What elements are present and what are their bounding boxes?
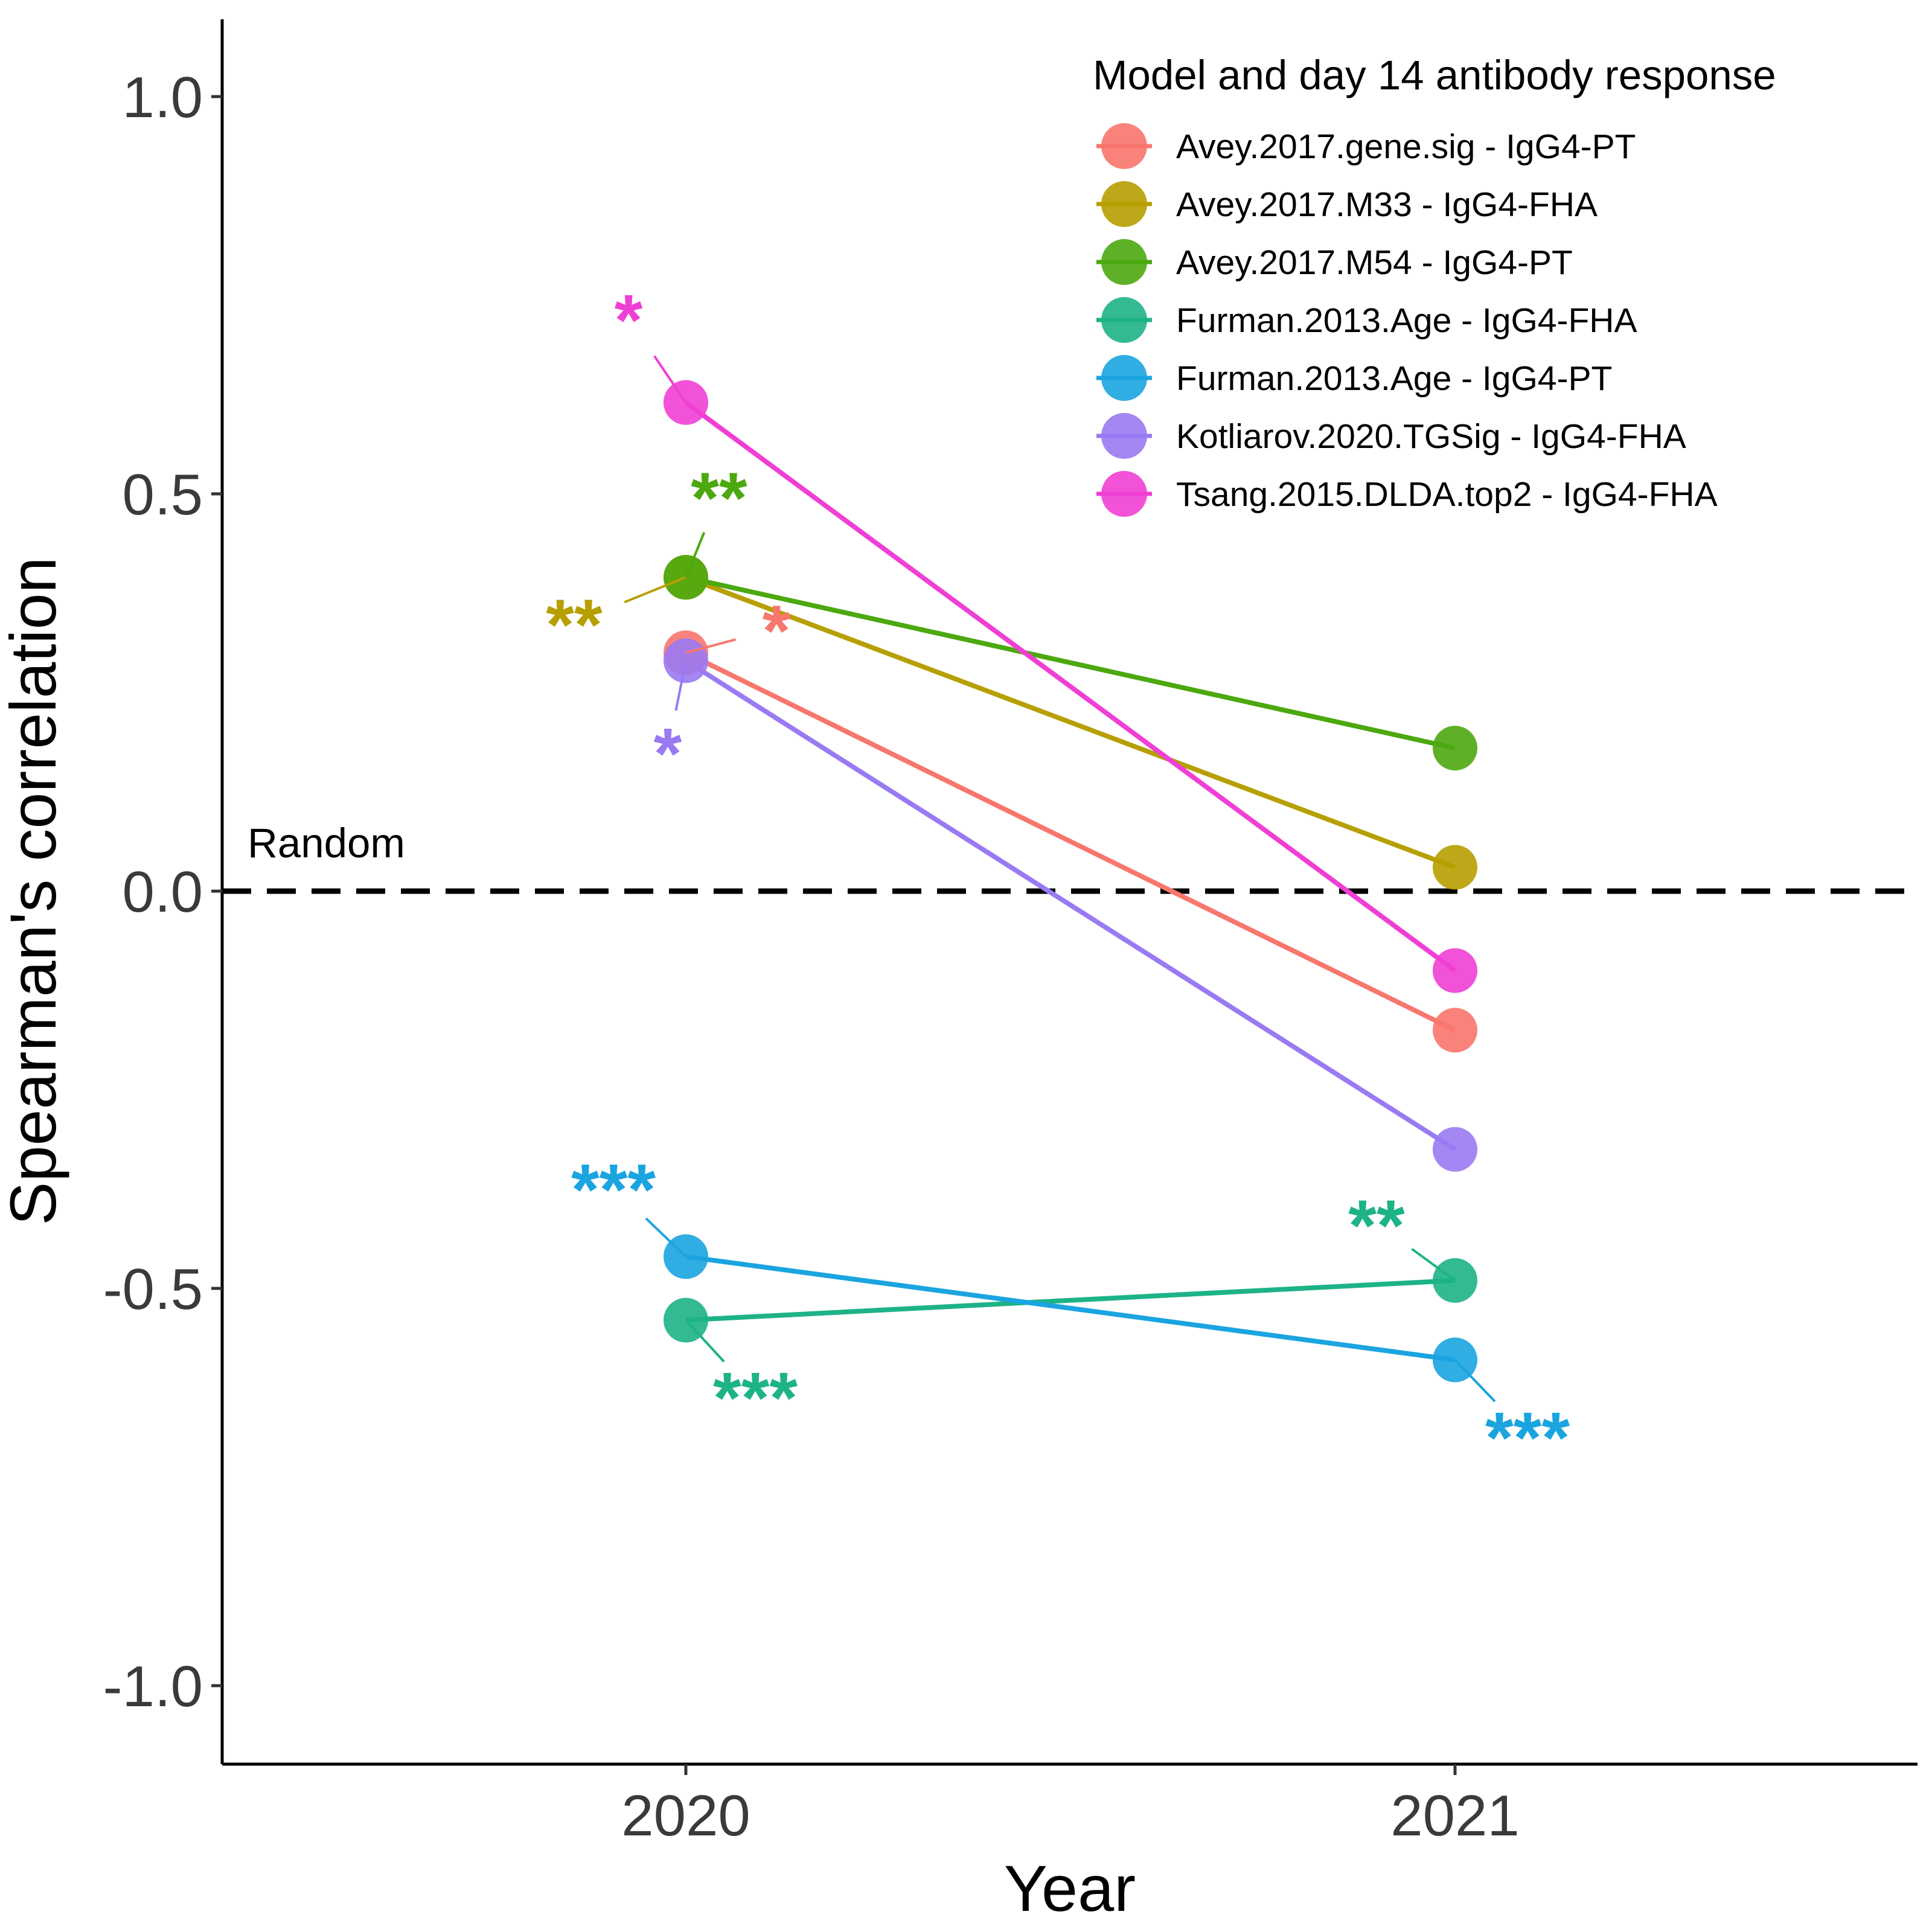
data-point: [1433, 845, 1477, 890]
x-tick-label: 2021: [1390, 1783, 1520, 1848]
annotation-connector: [685, 638, 737, 654]
y-tick-label: 0.0: [123, 860, 203, 924]
legend-label: Kotliarov.2020.TGSig - IgG4-FHA: [1176, 417, 1686, 456]
annotation-connector: [1411, 1247, 1456, 1282]
series-line: [684, 400, 1457, 973]
significance-label: **: [546, 584, 603, 665]
significance-label: **: [691, 458, 747, 539]
y-tick-label: -0.5: [103, 1257, 203, 1322]
series-line: [685, 650, 1456, 1032]
y-axis-title: Spearman's correlation: [0, 557, 69, 1225]
series-line: [685, 575, 1456, 870]
annotation-connector: [674, 660, 687, 711]
legend-label: Avey.2017.M54 - IgG4-PT: [1176, 243, 1573, 282]
series-line: [685, 1278, 1456, 1323]
legend-label: Tsang.2015.DLDA.top2 - IgG4-FHA: [1176, 475, 1718, 514]
series-line: [685, 575, 1456, 751]
x-ticks: 2020 2021: [621, 1764, 1520, 1848]
random-label: Random: [248, 820, 405, 866]
legend-label: Avey.2017.gene.sig - IgG4-PT: [1176, 127, 1636, 166]
legend: Model and day 14 antibody response Avey.…: [1093, 52, 1776, 517]
annotation-connector: [653, 355, 687, 403]
significance-label: **: [1348, 1185, 1405, 1266]
legend-items: Avey.2017.gene.sig - IgG4-PT Avey.2017.M3…: [1096, 123, 1718, 517]
legend-label: Furman.2013.Age - IgG4-FHA: [1176, 301, 1637, 340]
significance-annotations: ******************: [546, 280, 1570, 1479]
series-line: [685, 1254, 1456, 1363]
significance-label: *: [763, 590, 791, 671]
legend-label: Furman.2013.Age - IgG4-PT: [1176, 359, 1612, 398]
significance-label: ***: [713, 1358, 798, 1439]
significance-label: ***: [1485, 1397, 1570, 1478]
annotation-connector: [645, 1217, 687, 1258]
data-point: [1433, 1127, 1477, 1172]
annotation-connector: [624, 576, 686, 604]
data-point: [1433, 948, 1477, 993]
y-tick-label: 0.5: [123, 462, 203, 527]
annotation-connector: [685, 1319, 725, 1363]
y-ticks: -1.0 -0.5 0.0 0.5 1.0: [103, 65, 222, 1719]
legend-title: Model and day 14 antibody response: [1093, 52, 1776, 98]
y-tick-label: 1.0: [123, 65, 203, 130]
series-lines: [684, 400, 1457, 1363]
legend-label: Avey.2017.M33 - IgG4-FHA: [1176, 185, 1598, 224]
data-point: [1433, 1008, 1477, 1053]
significance-label: *: [615, 280, 643, 361]
annotation-connector: [1454, 1359, 1496, 1403]
significance-label: ***: [571, 1149, 656, 1230]
series-line: [684, 658, 1457, 1152]
significance-label: *: [654, 713, 682, 794]
data-point: [1433, 726, 1477, 771]
annotation-connector: [685, 532, 706, 578]
y-tick-label: -1.0: [103, 1654, 203, 1719]
x-axis-title: Year: [1004, 1852, 1136, 1925]
x-tick-label: 2020: [621, 1783, 750, 1848]
